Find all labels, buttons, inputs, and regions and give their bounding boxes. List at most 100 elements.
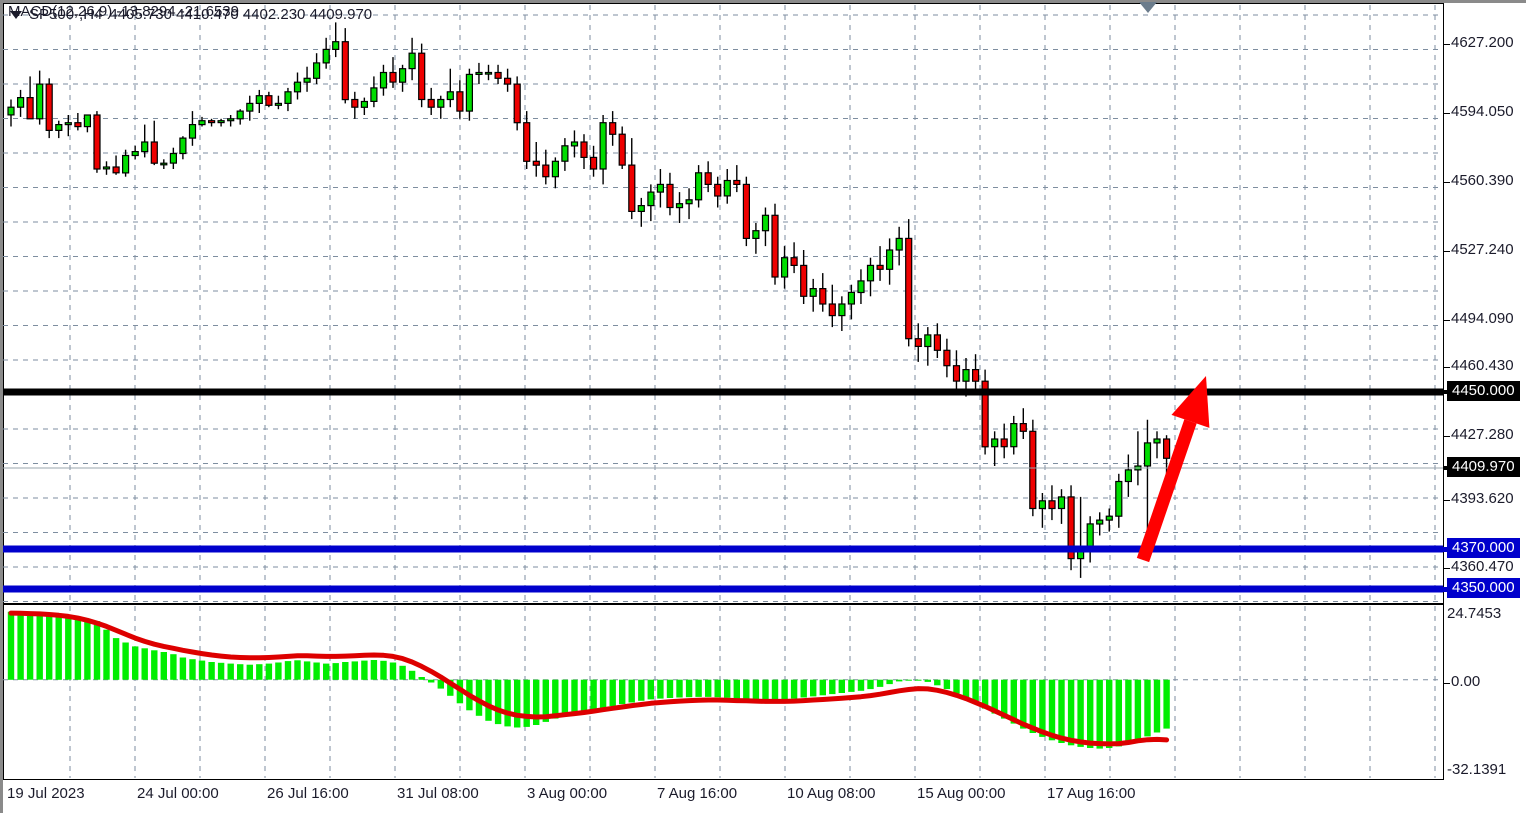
candle-body	[790, 257, 798, 266]
price-axis-label: 4627.200	[1451, 34, 1514, 51]
candle-body	[83, 114, 92, 128]
candle-body	[609, 122, 617, 135]
candle-body	[504, 77, 512, 85]
support-price-tag[interactable]: 4350.000	[1447, 578, 1520, 598]
macd-histogram-bar	[542, 679, 549, 722]
candle-body	[952, 365, 961, 382]
candle-body	[322, 48, 330, 64]
macd-histogram-bar	[65, 615, 72, 680]
macd-histogram-bar	[418, 677, 425, 680]
key-price-tag[interactable]: 4409.970	[1447, 457, 1520, 477]
candle-body	[723, 179, 731, 197]
macd-histogram-bar	[323, 663, 330, 680]
macd-histogram-bar	[619, 679, 626, 705]
candle-body	[121, 154, 130, 174]
candle-body	[618, 133, 626, 166]
macd-histogram-bar	[504, 679, 511, 727]
candle-body	[131, 151, 139, 157]
macd-histogram-bar	[160, 652, 167, 680]
candle-body	[570, 141, 579, 147]
macd-histogram-bar	[1020, 679, 1027, 729]
macd-histogram-bar	[332, 663, 339, 680]
macd-histogram-bar	[351, 661, 358, 680]
macd-histogram-bar	[1134, 679, 1142, 741]
macd-histogram-bar	[122, 642, 129, 680]
macd-histogram-bar	[523, 679, 530, 727]
macd-histogram-bar	[857, 679, 865, 691]
macd-histogram-bar	[1029, 679, 1036, 733]
candle-body	[561, 145, 569, 162]
candle-body	[1096, 519, 1104, 525]
macd-histogram-bar	[867, 679, 874, 690]
macd-histogram-bar	[1010, 679, 1017, 724]
macd-histogram-bar	[590, 679, 597, 711]
time-axis[interactable]: 19 Jul 2023 24 Jul 00:00 26 Jul 16:00 31 Ju…	[3, 783, 1444, 811]
candle-body	[800, 264, 808, 297]
candle-body	[1038, 500, 1047, 510]
macd-histogram-bar	[790, 679, 798, 699]
candle-body	[1115, 480, 1123, 517]
candle-body	[236, 110, 244, 120]
macd-histogram-bar	[838, 679, 845, 693]
time-axis-label: 24 Jul 00:00	[137, 785, 219, 802]
macd-histogram-bar	[74, 616, 82, 680]
macd-histogram-bar	[389, 662, 397, 680]
macd-value-axis[interactable]: 24.7453 0.00 -32.1391	[1443, 606, 1526, 778]
candle-body	[828, 303, 836, 317]
macd-histogram-bar	[552, 679, 559, 719]
candle-body	[169, 152, 177, 164]
candle-body	[971, 369, 980, 382]
macd-histogram-bar	[237, 664, 244, 680]
candle-body	[647, 191, 655, 207]
price-axis-label: 4560.390	[1451, 172, 1514, 189]
key-price-tag[interactable]: 4450.000	[1447, 381, 1520, 401]
support-price-tag[interactable]: 4370.000	[1447, 538, 1520, 558]
candle-body	[885, 249, 894, 270]
candle-body	[905, 237, 913, 340]
candle-body	[981, 380, 989, 448]
macd-histogram-bar	[981, 679, 989, 709]
candle-body	[389, 71, 397, 83]
macd-histogram-bar	[647, 679, 654, 700]
macd-indicator-pane[interactable]	[3, 606, 1443, 778]
candle-body	[494, 71, 502, 79]
price-axis-tick	[1443, 251, 1450, 252]
candle-body	[876, 264, 884, 270]
ohlc-values: 4405.730 4410.470 4402.230 4409.970	[109, 6, 373, 23]
price-axis-tick	[1443, 500, 1450, 501]
macd-histogram-bar	[475, 679, 483, 716]
macd-histogram-bar	[494, 679, 502, 725]
triangle-down-icon[interactable]	[10, 10, 22, 19]
macd-histogram-bar	[103, 629, 110, 680]
macd-histogram-bar	[256, 664, 263, 680]
candle-body	[274, 102, 282, 106]
candle-body	[866, 264, 875, 282]
symbol-label: SP500-,H4	[29, 6, 103, 23]
macd-histogram-bar	[752, 679, 760, 700]
macd-histogram-bar	[1087, 679, 1094, 748]
price-axis-label: 4594.050	[1451, 103, 1514, 120]
candle-body	[1143, 442, 1152, 467]
macd-histogram-bar	[638, 679, 645, 701]
candle-body	[924, 334, 932, 348]
macd-histogram-bar	[313, 662, 320, 680]
candle-body	[217, 120, 225, 124]
macd-axis-label: -32.1391	[1447, 761, 1507, 778]
price-axis-label: 4427.280	[1451, 426, 1514, 443]
macd-histogram-bar	[733, 679, 740, 699]
macd-histogram-bar	[1077, 679, 1084, 747]
price-axis[interactable]: 4627.200 4594.050 4560.390 4527.240 4494.090…	[1443, 5, 1526, 603]
macd-histogram-bar	[17, 612, 24, 680]
macd-histogram-bar	[275, 662, 282, 680]
price-chart-pane[interactable]	[3, 5, 1443, 603]
candle-body	[293, 81, 302, 93]
macd-histogram-bar	[1115, 679, 1122, 747]
candle-body	[484, 71, 493, 75]
candle-body	[1000, 438, 1008, 448]
candle-body	[465, 73, 473, 112]
candle-body	[427, 98, 435, 108]
candle-body	[962, 369, 970, 382]
macd-histogram-bar	[714, 679, 721, 698]
candle-body	[1048, 500, 1056, 510]
candle-body	[198, 120, 206, 126]
